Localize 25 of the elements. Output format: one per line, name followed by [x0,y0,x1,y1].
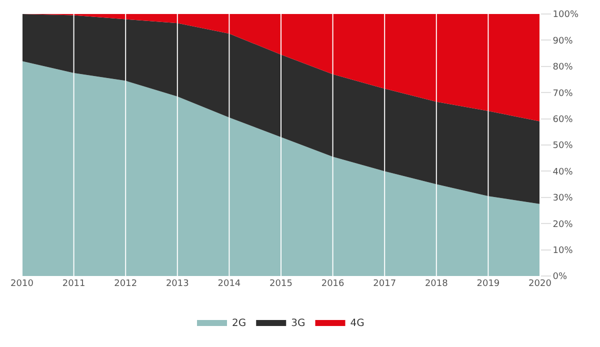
y-tick-label: 80% [552,62,574,73]
y-tick-label: 30% [552,194,574,204]
legend-label: 2G [232,318,246,329]
x-tick-label: 2015 [270,279,292,289]
x-tick-label: 2018 [424,279,448,289]
x-tick-label: 2013 [166,279,189,289]
x-tick-label: 2017 [373,279,396,289]
y-tick-label: 50% [552,141,574,152]
y-tick-label: 60% [552,114,574,125]
y-tick-label: 10% [552,246,574,256]
y-tick-label: 0% [552,272,568,282]
x-tick-label: 2014 [218,279,241,289]
legend-label: 4G [350,318,364,329]
x-tick-label: 2010 [10,279,34,289]
x-tick-label: 2012 [114,279,138,289]
y-tick-label: 20% [552,220,574,230]
x-tick-label: 2020 [528,279,552,289]
y-tick-label: 40% [552,167,574,178]
x-tick-label: 2019 [476,279,500,289]
x-tick-label: 2016 [321,279,345,289]
legend-label: 3G [291,318,306,329]
y-tick-label: 70% [552,88,574,99]
y-tick-label: 90% [552,36,574,46]
x-tick-label: 2011 [62,279,86,289]
y-tick-label: 100% [552,10,579,20]
